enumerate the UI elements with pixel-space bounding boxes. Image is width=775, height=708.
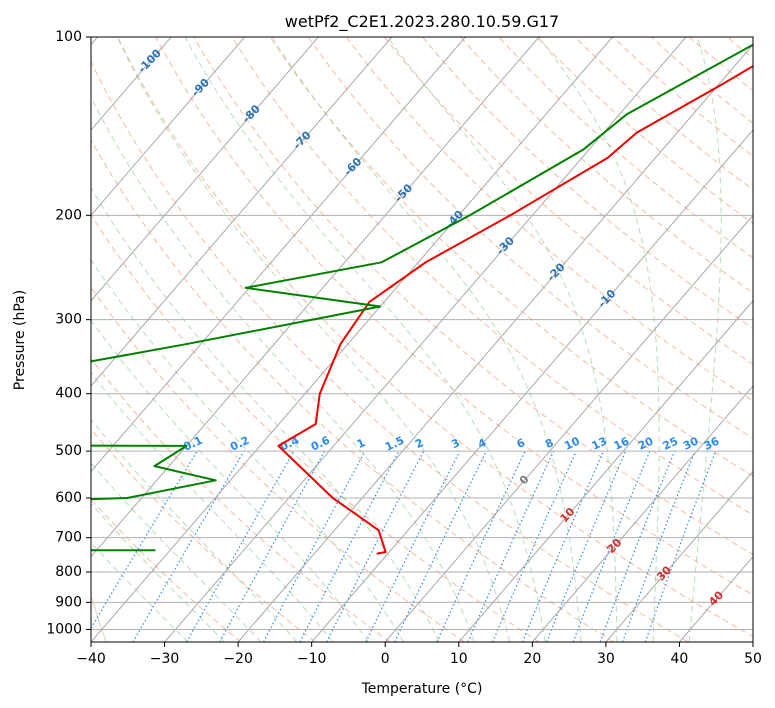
x-tick-label: −30 (150, 651, 180, 667)
y-tick-label: 600 (55, 490, 82, 506)
mixing-ratio-line (599, 450, 676, 642)
x-tick-label: 20 (523, 651, 541, 667)
x-tick-label: 10 (450, 651, 468, 667)
isotherm-line (91, 37, 246, 217)
y-tick-label: 800 (55, 564, 82, 580)
dry-adiabat-line (422, 37, 753, 329)
dry-adiabat-line (91, 60, 689, 642)
moist-adiabat-line (91, 371, 334, 642)
mixing-ratio-label: 16 (612, 434, 632, 452)
y-tick-label: 500 (55, 443, 82, 459)
x-tick-label: 50 (744, 651, 762, 667)
ice-adiabat-line (91, 594, 107, 642)
isotherm-line (384, 214, 753, 642)
isotherm-line (91, 37, 319, 302)
isotherm-line (91, 37, 613, 642)
dry-adiabat-line (345, 37, 753, 402)
isotherm-line (91, 37, 393, 387)
moist-adiabat-line (91, 96, 475, 642)
dry-adiabat-line (91, 213, 540, 642)
x-tick-label: −10 (297, 651, 327, 667)
mixing-ratio-line (467, 450, 555, 642)
y-tick-label: 900 (55, 594, 82, 610)
moist-adiabat-line (91, 418, 298, 642)
dry-adiabat-line (269, 37, 753, 477)
y-tick-label: 100 (55, 29, 82, 45)
x-tick-label: 40 (671, 651, 689, 667)
y-axis-label: Pressure (hPa) (12, 290, 28, 390)
mixing-ratio-label: 10 (562, 434, 582, 452)
moist-adiabat-line (91, 462, 262, 642)
plot-frame (90, 36, 754, 643)
x-tick-label: 30 (597, 651, 615, 667)
mixing-ratio-line (326, 450, 425, 642)
series-line-2 (91, 43, 753, 552)
mixing-ratio-line (186, 450, 295, 642)
isotherm-line (311, 129, 753, 642)
y-tick-label: 300 (55, 312, 82, 328)
mixing-ratio-line (622, 450, 696, 642)
axes: −40 −30 −20 −10 0 10 20 30 40 50 100 200 300 400 500 60… (46, 29, 762, 667)
isotherm-line (237, 43, 753, 642)
mixing-ratio-line (644, 450, 717, 642)
mixing-ratio-line (262, 450, 366, 642)
moist-adiabat-line (538, 37, 660, 642)
moist-adiabat-line (91, 186, 440, 642)
isotherm-line (91, 37, 466, 473)
isotherm-line (458, 299, 753, 642)
x-axis-label: Temperature (°C) (361, 681, 483, 697)
dry-adiabat-line (117, 37, 753, 638)
moist-adiabat-line (688, 37, 722, 642)
dry-adiabat-line (91, 428, 316, 642)
moist-adiabat-line (184, 37, 546, 642)
x-tick-label: 0 (381, 651, 390, 667)
dry-adiabat-line (91, 498, 242, 642)
isotherm-line (531, 385, 753, 642)
x-tick-label: −40 (76, 651, 106, 667)
mixing-ratio-line (546, 450, 627, 642)
mixing-ratio-line (219, 450, 326, 642)
dry-adiabat-line (231, 37, 753, 516)
mixing-ratio-line (572, 450, 651, 642)
dry-adiabat-line (91, 139, 614, 642)
y-tick-label: 200 (55, 207, 82, 223)
y-tick-label: 700 (55, 530, 82, 546)
y-tick-label: 400 (55, 386, 82, 402)
moist-adiabat-line (271, 37, 582, 642)
mixing-ratio-label: 13 (590, 435, 609, 453)
x-tick-label: −20 (223, 651, 253, 667)
mixing-ratio-label: 20 (636, 434, 656, 452)
series-line-1 (277, 64, 753, 555)
mixing-ratio-label: 30 (681, 434, 701, 452)
mixing-ratio-label: 36 (702, 434, 722, 452)
y-tick-label: 1000 (46, 621, 82, 637)
dry-adiabat-line (307, 37, 753, 439)
moist-adiabat-line (91, 319, 369, 642)
mixing-ratio-line (521, 450, 605, 642)
dry-adiabat-line (91, 286, 465, 642)
mixing-ratio-line (365, 450, 461, 642)
plot-area: -100-90-80-70-60-50-40-30-20-10010203040… (91, 37, 753, 642)
isotherm-line (91, 37, 540, 558)
dry-adiabat-line (91, 357, 391, 642)
chart-title: wetPf2_C2E1.2023.280.10.59.G17 (285, 12, 559, 32)
dry-adiabat-line (384, 37, 753, 365)
mixing-ratio-label: 25 (661, 435, 680, 453)
isotherm-line (605, 470, 753, 642)
